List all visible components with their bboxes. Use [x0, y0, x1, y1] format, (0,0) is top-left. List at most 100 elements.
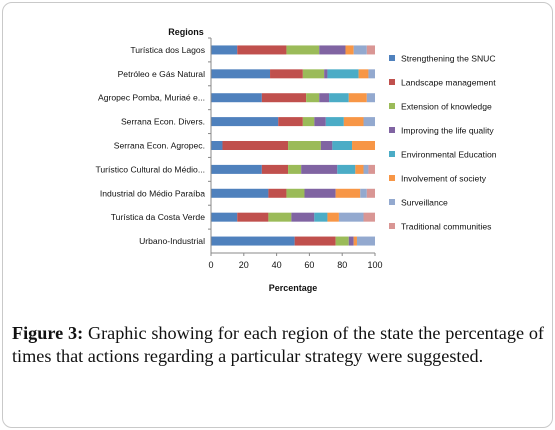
category-label: Turística da Costa Verde	[111, 212, 205, 222]
legend-label: Landscape management	[401, 78, 496, 88]
bar-segment	[343, 117, 364, 127]
x-tick-label: 20	[239, 260, 249, 270]
bar-segment	[288, 141, 321, 150]
bar-segment	[329, 93, 349, 103]
bar-segment	[286, 188, 305, 198]
bar-segment	[335, 188, 361, 198]
legend: Strengthening the SNUC Landscape manageme…	[389, 54, 497, 232]
bar-segment	[211, 141, 223, 150]
bar-segment	[268, 188, 287, 198]
x-axis-title: Percentage	[269, 283, 318, 293]
bar-segment	[270, 69, 303, 79]
bar-segment	[304, 188, 336, 198]
legend-label: Extension of knowledge	[401, 102, 492, 112]
x-tick-label: 0	[208, 260, 213, 270]
bar-segment	[237, 212, 269, 222]
bar-segment	[288, 164, 302, 174]
y-axis-title: Regions	[168, 27, 204, 37]
category-label: Agropec Pomba, Muriaé e...	[98, 93, 205, 103]
bar-segment	[324, 69, 328, 79]
bar-segment	[211, 93, 262, 103]
category-label: Petróleo e Gás Natural	[118, 69, 206, 79]
bar-segment	[268, 212, 292, 222]
bar-segment	[355, 164, 364, 174]
bar-segment	[261, 164, 289, 174]
bar-segment	[325, 117, 344, 127]
bar-segment	[302, 117, 315, 127]
figure-caption: Figure 3: Graphic showing for each regio…	[12, 322, 544, 368]
bar-segment	[301, 164, 338, 174]
bar-segment	[363, 212, 375, 222]
category-label: Turístico Cultural do Médio...	[95, 164, 205, 174]
legend-label: Improving the life quality	[401, 126, 494, 136]
bar-segment	[327, 69, 359, 79]
bar-segment	[319, 45, 346, 55]
bar-segment	[363, 117, 375, 127]
bar-segment	[302, 69, 325, 79]
bar-segment	[211, 45, 238, 55]
bar-segment	[306, 93, 320, 103]
bar-segment	[278, 117, 303, 127]
category-label: Serrana Econ. Divers.	[121, 117, 205, 127]
bar-segment	[332, 141, 353, 150]
category-label: Turística dos Lagos	[130, 45, 205, 55]
bar-segment	[211, 117, 279, 127]
bar-segment	[237, 45, 287, 55]
bar-segment	[366, 188, 375, 198]
legend-swatch	[389, 151, 395, 157]
legend-label: Strengthening the SNUC	[401, 54, 496, 64]
bars-layer	[211, 45, 375, 246]
legend-label: Traditional communities	[401, 222, 491, 232]
legend-swatch	[389, 103, 395, 109]
bar-segment	[211, 69, 271, 79]
legend-label: Surveillance	[401, 198, 448, 208]
bar-segment	[211, 188, 269, 198]
bar-segment	[320, 141, 333, 150]
legend-swatch	[389, 55, 395, 61]
bar-segment	[366, 45, 375, 55]
x-tick-label: 60	[304, 260, 314, 270]
caption-text: Graphic showing for each region of the s…	[12, 323, 544, 366]
stacked-bar-chart: Regions Turística dos Lagos Petróleo e Gá…	[95, 27, 497, 293]
legend-swatch	[389, 175, 395, 181]
axes-layer	[208, 37, 376, 256]
bar-segment	[348, 93, 367, 103]
bar-segment	[352, 141, 375, 150]
bar-segment	[211, 212, 238, 222]
legend-swatch	[389, 79, 395, 85]
bar-segment	[368, 164, 375, 174]
bar-segment	[211, 164, 262, 174]
bar-segment	[327, 212, 339, 222]
bar-segment	[358, 69, 369, 79]
bar-segment	[222, 141, 289, 150]
legend-label: Involvement of society	[401, 174, 487, 184]
bar-segment	[338, 212, 364, 222]
x-tick-label: 100	[367, 260, 382, 270]
bar-segment	[337, 164, 356, 174]
category-label: Urbano-Industrial	[139, 236, 205, 246]
legend-swatch	[389, 223, 395, 229]
bar-segment	[360, 188, 367, 198]
legend-label: Environmental Education	[401, 150, 497, 160]
bar-segment	[348, 236, 354, 246]
bar-segment	[319, 93, 330, 103]
bar-segment	[335, 236, 349, 246]
bar-segment	[353, 236, 357, 246]
bar-segment	[345, 45, 354, 55]
category-label: Industrial do Médio Paraíba	[100, 188, 205, 198]
bar-segment	[356, 236, 375, 246]
caption-label: Figure 3:	[12, 323, 84, 343]
bar-segment	[211, 236, 295, 246]
bar-segment	[261, 93, 307, 103]
bar-segment	[363, 164, 369, 174]
x-tick-label: 80	[337, 260, 347, 270]
category-label: Serrana Econ. Agropec.	[114, 141, 205, 151]
bar-segment	[368, 69, 375, 79]
x-tick-label: 40	[272, 260, 282, 270]
x-tick-labels: 0 20 40 60 80 100	[208, 260, 382, 270]
bar-segment	[294, 236, 336, 246]
bar-segment	[314, 117, 326, 127]
bar-segment	[291, 212, 315, 222]
bar-segment	[353, 45, 367, 55]
bar-segment	[314, 212, 328, 222]
